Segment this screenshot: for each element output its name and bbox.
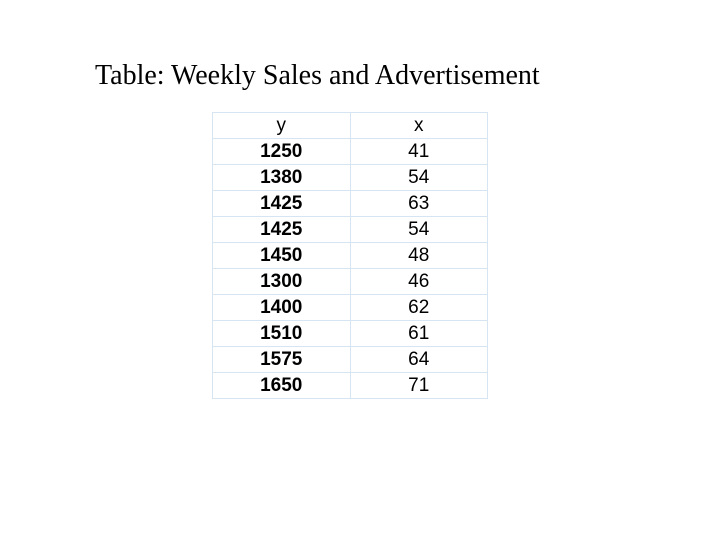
table-row: 1425 63 (213, 191, 488, 217)
table-row: 1450 48 (213, 243, 488, 269)
cell-y: 1400 (213, 295, 351, 321)
cell-y: 1575 (213, 347, 351, 373)
cell-x: 64 (350, 347, 488, 373)
cell-y: 1510 (213, 321, 351, 347)
cell-y: 1250 (213, 139, 351, 165)
cell-y: 1425 (213, 191, 351, 217)
table-row: 1425 54 (213, 217, 488, 243)
cell-x: 46 (350, 269, 488, 295)
cell-x: 62 (350, 295, 488, 321)
cell-x: 71 (350, 373, 488, 399)
cell-x: 54 (350, 165, 488, 191)
cell-y: 1650 (213, 373, 351, 399)
table-row: 1510 61 (213, 321, 488, 347)
table-row: 1575 64 (213, 347, 488, 373)
table-row: 1380 54 (213, 165, 488, 191)
page-title: Table: Weekly Sales and Advertisement (95, 60, 540, 92)
cell-x: 41 (350, 139, 488, 165)
cell-x: 63 (350, 191, 488, 217)
cell-x: 48 (350, 243, 488, 269)
cell-y: 1380 (213, 165, 351, 191)
table-row: 1250 41 (213, 139, 488, 165)
column-header-y: y (213, 113, 351, 139)
cell-y: 1450 (213, 243, 351, 269)
data-table-container: y x 1250 41 1380 54 1425 63 1425 54 1450… (212, 112, 488, 399)
table-row: 1300 46 (213, 269, 488, 295)
cell-x: 61 (350, 321, 488, 347)
column-header-x: x (350, 113, 488, 139)
table-header-row: y x (213, 113, 488, 139)
cell-y: 1300 (213, 269, 351, 295)
table-row: 1400 62 (213, 295, 488, 321)
table-row: 1650 71 (213, 373, 488, 399)
cell-x: 54 (350, 217, 488, 243)
cell-y: 1425 (213, 217, 351, 243)
data-table: y x 1250 41 1380 54 1425 63 1425 54 1450… (212, 112, 488, 399)
